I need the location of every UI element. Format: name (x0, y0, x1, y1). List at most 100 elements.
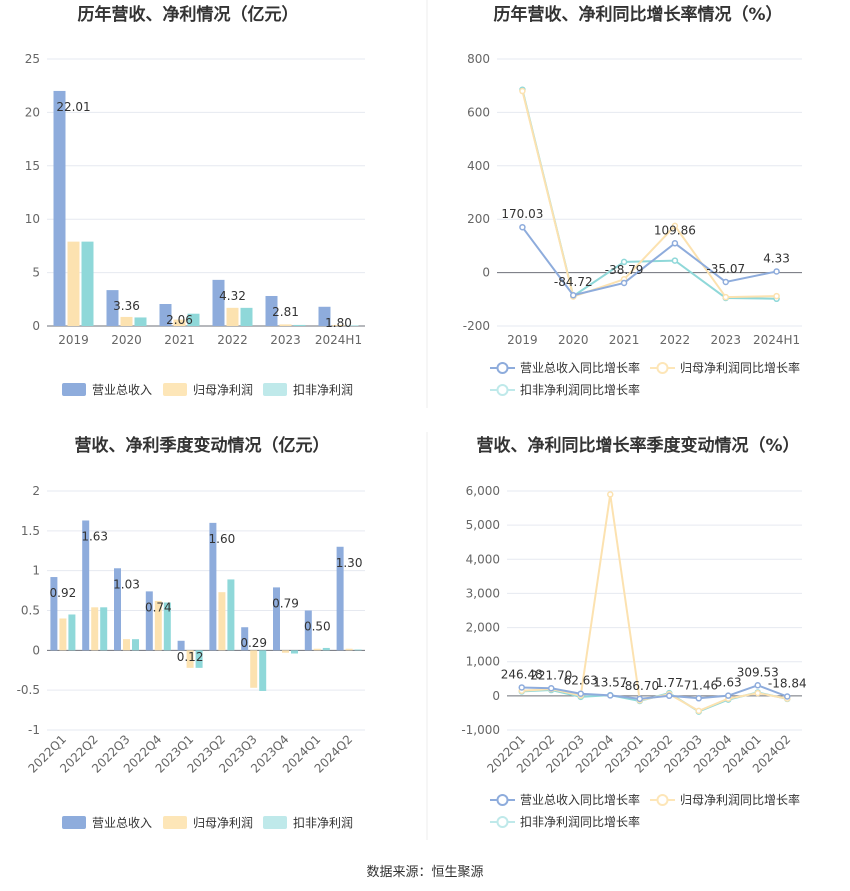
bar (227, 579, 235, 651)
point (620, 279, 628, 287)
x-tick-label: 2020 (111, 333, 142, 347)
legend-label: 营业总收入 (92, 816, 152, 830)
legend-label: 扣非净利润 (293, 383, 353, 397)
y-tick-label: -1,000 (461, 723, 500, 737)
bar (106, 290, 119, 326)
bar (186, 650, 194, 668)
bar (209, 522, 217, 651)
point (722, 278, 729, 286)
bar (81, 241, 94, 326)
point (695, 695, 702, 702)
y-tick-label: 20 (25, 105, 40, 119)
quarterly-growth-chart: 营收、净利同比增长率季度变动情况（%） -1,000 0 1,000 2,000 3,00… (461, 435, 806, 829)
y-tick-label: 25 (25, 52, 40, 66)
data-label: 221.70 (530, 668, 572, 682)
legend-label: 归母净利润同比增长率 (680, 360, 800, 375)
x-tick-label: 2024H1 (315, 333, 362, 347)
series-line (521, 90, 777, 299)
data-label: 1.63 (81, 529, 108, 543)
y-tick-label: 1.5 (21, 524, 40, 538)
x-tick-label: 2019 (507, 333, 538, 347)
bar (134, 317, 147, 326)
bar (177, 640, 185, 651)
legend-marker (496, 362, 509, 374)
bar (154, 600, 162, 651)
data-label: -18.84 (768, 677, 807, 691)
chart-title: 营收、净利同比增长率季度变动情况（%） (476, 435, 799, 456)
legend-swatch (163, 816, 187, 829)
x-tick-label: 2021 (164, 333, 195, 347)
bar (91, 607, 99, 651)
data-label: 1.03 (113, 577, 140, 591)
data-label: 4.32 (219, 289, 246, 303)
bar (345, 648, 353, 651)
bar (187, 313, 200, 326)
y-tick-label: -200 (463, 319, 490, 333)
y-tick-label: 0 (482, 266, 490, 280)
point (671, 257, 679, 264)
y-tick-label: 2 (32, 484, 40, 498)
point (695, 707, 702, 715)
legend-label: 营业总收入同比增长率 (520, 360, 640, 375)
legend-label: 归母净利润同比增长率 (680, 792, 800, 807)
bar (259, 650, 267, 691)
point (671, 240, 679, 247)
bar (59, 618, 67, 651)
point (577, 690, 584, 697)
bar (313, 648, 321, 651)
legend-label: 营业总收入 (92, 383, 152, 397)
data-label: 13.57 (593, 675, 627, 689)
data-label: -71.46 (679, 678, 718, 692)
y-tick-label: 0.5 (21, 604, 40, 618)
point (636, 695, 643, 703)
bar (100, 607, 108, 651)
bar (279, 324, 292, 326)
data-label: -84.72 (554, 275, 593, 289)
y-tick-label: 600 (467, 105, 490, 119)
data-label: 170.03 (501, 207, 543, 221)
point (773, 268, 780, 275)
point (548, 685, 555, 692)
x-tick-label: 2022 (217, 333, 248, 347)
x-tick-label: 2020 (558, 333, 589, 347)
data-label: 2.81 (272, 305, 299, 319)
bar (304, 610, 312, 651)
point (722, 293, 729, 301)
y-tick-label: 0 (32, 319, 40, 333)
bar (50, 577, 58, 651)
y-tick-label: 6,000 (466, 484, 500, 498)
x-tick-label: 2022 (660, 333, 691, 347)
data-label: -86.70 (620, 679, 659, 693)
bar (163, 602, 171, 651)
bar (53, 90, 66, 326)
y-tick-label: 4,000 (466, 552, 500, 566)
bar (123, 639, 130, 651)
data-label: 109.86 (654, 223, 696, 237)
data-label: 0.92 (50, 586, 77, 600)
bar (226, 307, 239, 326)
point (773, 292, 780, 300)
legend-swatch (62, 816, 86, 829)
annual-amount-chart: 历年营收、净利情况（亿元） 0 5 10 15 20 25 2019 2020 2021 2022 2… (25, 4, 365, 397)
bar (282, 650, 289, 653)
legend-swatch (163, 383, 187, 396)
y-tick-label: -1 (28, 723, 40, 737)
bar (336, 546, 344, 651)
bar (67, 241, 80, 326)
legend-label: 归母净利润 (193, 383, 253, 397)
point (519, 87, 526, 95)
y-tick-label: 0 (32, 643, 40, 657)
legend-marker (496, 384, 509, 396)
y-tick-label: 1,000 (466, 655, 500, 669)
legend-label: 扣非净利润同比增长率 (520, 382, 640, 397)
data-label: 0.74 (145, 600, 172, 614)
bar (293, 324, 306, 326)
legend-swatch (263, 383, 287, 396)
data-label: 2.06 (166, 313, 193, 327)
bar (145, 591, 153, 651)
bar (240, 307, 253, 326)
data-label: 62.63 (564, 674, 598, 688)
y-tick-label: 10 (25, 212, 40, 226)
bar (250, 650, 258, 688)
data-label: 246.48 (501, 667, 543, 681)
